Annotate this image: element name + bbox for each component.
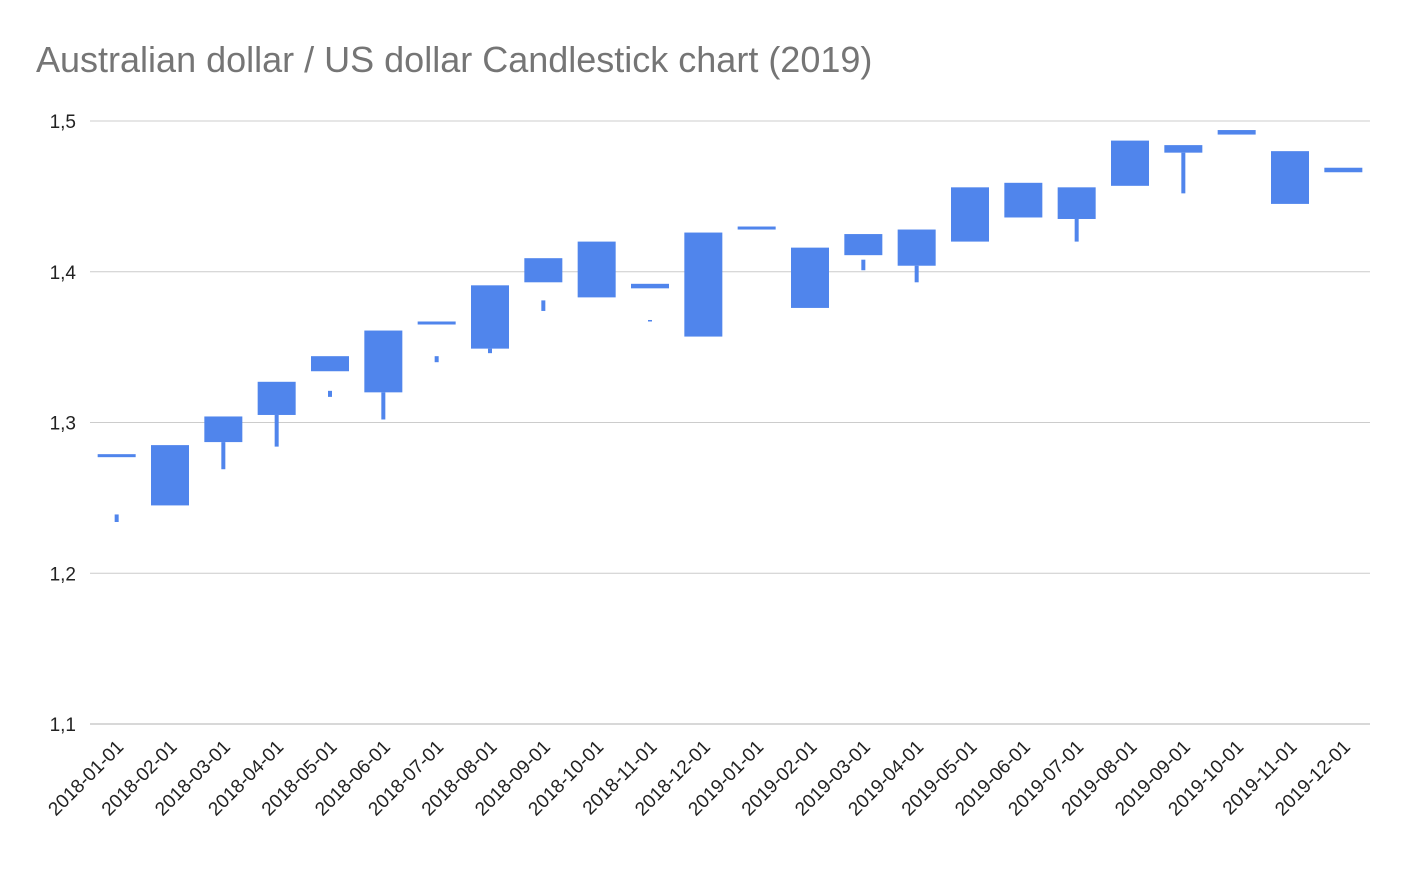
candle-body xyxy=(97,454,136,458)
candle-body xyxy=(1111,140,1149,186)
candle-body xyxy=(844,234,883,256)
candle-body xyxy=(204,416,243,443)
candle-wick xyxy=(541,300,546,311)
candle-body xyxy=(151,445,189,506)
candle-wick xyxy=(274,414,279,447)
candle-body xyxy=(1057,187,1096,219)
candle-body xyxy=(1271,151,1309,204)
candle-body xyxy=(524,258,563,283)
x-axis-ticks: 2018-01-012018-02-012018-03-012018-04-01… xyxy=(45,737,1355,821)
candle-wick xyxy=(914,265,919,283)
candle-body xyxy=(471,285,509,349)
candle-body xyxy=(1324,167,1363,173)
candle-wick xyxy=(1181,152,1186,194)
candle-wick xyxy=(221,442,226,470)
candle-wick xyxy=(434,356,439,363)
y-tick-label: 1,1 xyxy=(50,715,76,736)
candle-body xyxy=(951,187,989,242)
candle-wick xyxy=(114,514,119,522)
candle-body xyxy=(311,356,349,372)
candle-wick xyxy=(1074,218,1079,242)
candle-wick xyxy=(328,390,332,397)
candle-body xyxy=(364,330,403,393)
candle-body xyxy=(257,381,296,415)
candle-wick xyxy=(381,392,386,420)
candle-body xyxy=(791,247,829,308)
candle-body xyxy=(1164,145,1203,153)
candle-body xyxy=(897,229,936,266)
candle-body xyxy=(1004,182,1043,218)
candle-body xyxy=(417,321,456,325)
candle-wick xyxy=(861,259,866,271)
y-tick-label: 1,4 xyxy=(50,263,77,284)
candle-wick xyxy=(648,319,652,322)
chart-title: Australian dollar / US dollar Candlestic… xyxy=(36,39,872,80)
candle-body xyxy=(1217,130,1256,135)
candle-wick xyxy=(488,348,492,354)
y-tick-label: 1,3 xyxy=(50,414,76,435)
gridlines xyxy=(90,120,1370,725)
y-axis-ticks: 1,1 1,2 1,3 1,4 1,5 xyxy=(50,112,77,736)
candle-body xyxy=(684,232,723,337)
candle-body xyxy=(737,226,776,230)
candle-body xyxy=(577,241,616,298)
candles xyxy=(97,130,1363,522)
candle-body xyxy=(631,283,669,289)
y-tick-label: 1,2 xyxy=(50,564,76,585)
y-tick-label: 1,5 xyxy=(50,112,76,133)
